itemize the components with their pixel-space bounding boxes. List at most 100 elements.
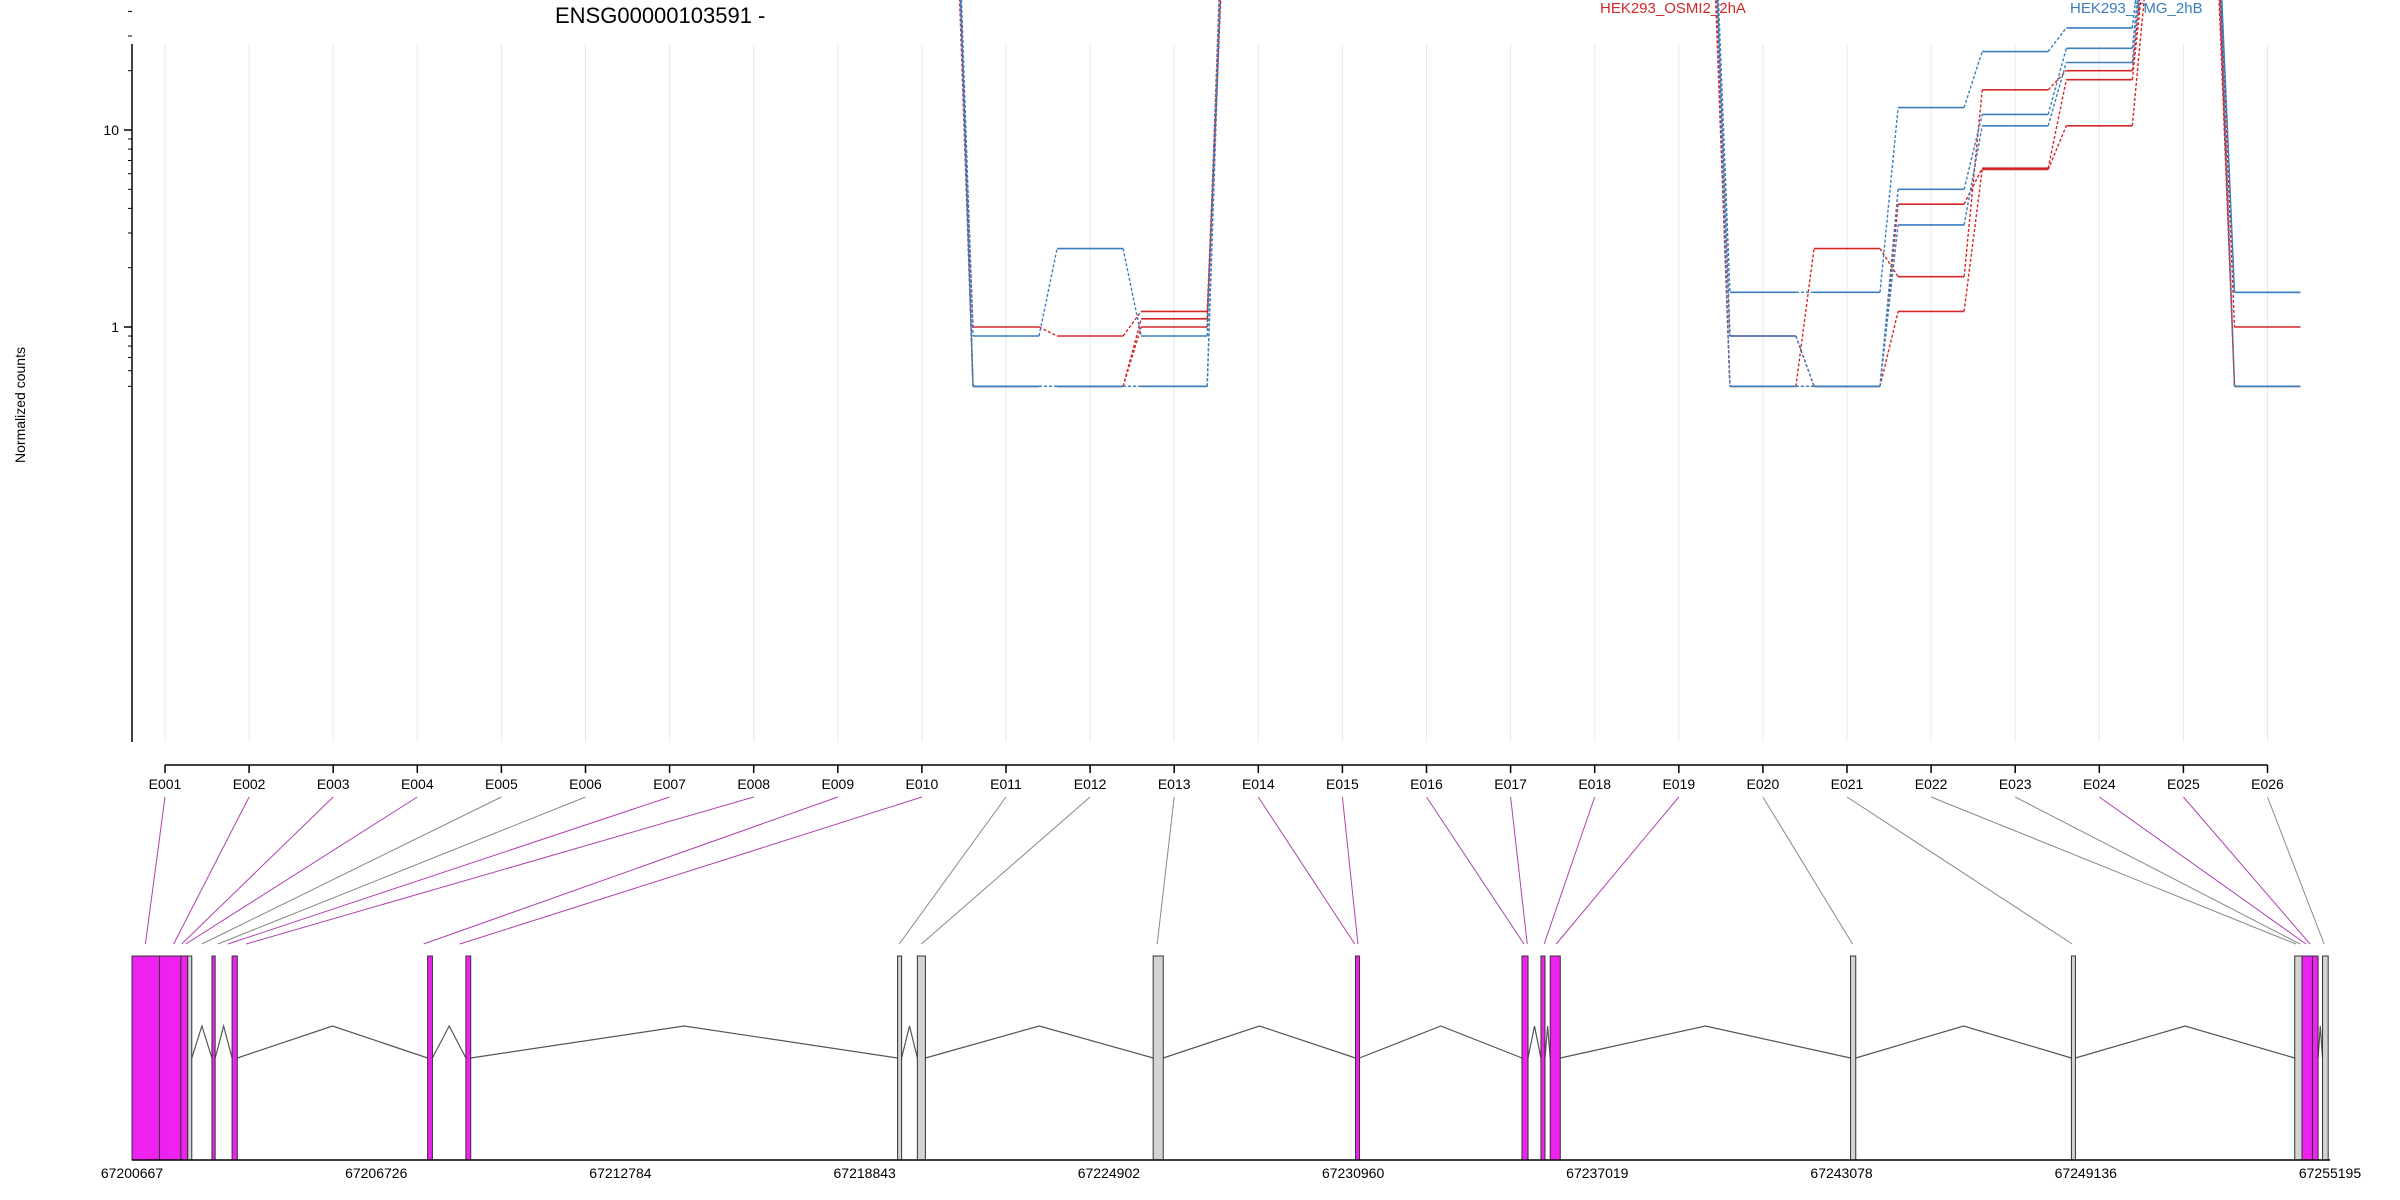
exon-16 — [1850, 955, 1857, 1161]
exon-17 — [2070, 955, 2076, 1161]
intron — [1163, 1025, 1356, 1059]
genomic-coordinate-label: 67224902 — [1078, 1165, 1141, 1181]
link-E002 — [173, 796, 250, 945]
legend-label-osmi: HEK293_OSMI2_2hA — [1600, 0, 1746, 17]
exon-6 — [231, 955, 238, 1161]
x-tick-label-E018: E018 — [1578, 776, 1611, 792]
genomic-coordinate-label: 67255195 — [2299, 1165, 2362, 1181]
gene-model: 67200667 67206726 67212784 67218843 67224902… — [101, 955, 2362, 1181]
exon-4 — [187, 955, 193, 1161]
exon-21 — [2322, 955, 2329, 1161]
link-E009 — [423, 796, 838, 945]
series-5-connectors — [959, 0, 2236, 387]
genomic-coordinate-label: 67249136 — [2055, 1165, 2118, 1181]
genomic-coordinate-label: 67206726 — [345, 1165, 408, 1181]
exon-18 — [2294, 955, 2303, 1161]
intron — [191, 1023, 213, 1059]
series-4-plateaus — [973, 27, 2301, 337]
x-tick-label-E007: E007 — [653, 776, 686, 792]
intron — [1544, 1025, 1551, 1059]
link-E004 — [185, 796, 418, 945]
intron — [1560, 1025, 1851, 1059]
x-tick-label-E012: E012 — [1074, 776, 1107, 792]
x-tick-label-E004: E004 — [401, 776, 434, 792]
link-E015 — [1341, 796, 1359, 945]
link-E025 — [2183, 796, 2311, 945]
genomic-coordinate-label: 67212784 — [589, 1165, 652, 1181]
genomic-coordinate-label: 67230960 — [1322, 1165, 1385, 1181]
exon-19 — [2301, 955, 2313, 1161]
x-tick-label-E022: E022 — [1915, 776, 1948, 792]
link-E003 — [181, 796, 334, 945]
x-tick-label-E017: E017 — [1494, 776, 1527, 792]
legend-label-tmg: HEK293_TMG_2hB — [2070, 0, 2203, 17]
bin-exon-links — [144, 796, 2325, 945]
genomic-coordinate-label: 67237019 — [1566, 1165, 1629, 1181]
exon-9 — [897, 955, 903, 1161]
link-E006 — [217, 796, 586, 945]
x-tick-label-E006: E006 — [569, 776, 602, 792]
intron — [214, 1023, 233, 1059]
x-tick-label-E025: E025 — [2167, 776, 2200, 792]
genomic-coordinate-label: 67218843 — [834, 1165, 897, 1181]
y-axis-label: Normalized counts — [12, 347, 28, 463]
x-tick-label-E002: E002 — [233, 776, 266, 792]
exon-11 — [1152, 955, 1164, 1161]
link-E023 — [2014, 796, 2301, 945]
x-tick-label-E019: E019 — [1662, 776, 1695, 792]
link-E018 — [1543, 796, 1596, 945]
link-E010 — [459, 796, 923, 945]
series-6-plateaus — [973, 47, 2301, 388]
y-tick-label-10: 10 — [103, 122, 119, 138]
exon-2 — [159, 955, 182, 1161]
exon-1 — [131, 955, 161, 1161]
intron — [925, 1025, 1154, 1059]
exon-5 — [211, 955, 216, 1161]
x-tick-label-E003: E003 — [317, 776, 350, 792]
link-E012 — [921, 796, 1091, 945]
x-tick-label-E021: E021 — [1831, 776, 1864, 792]
x-tick-label-E008: E008 — [737, 776, 770, 792]
y-tick-label-1: 1 — [111, 319, 119, 335]
x-tick-label-E020: E020 — [1747, 776, 1780, 792]
series-lines — [958, 0, 2301, 388]
exon-20 — [2311, 955, 2319, 1161]
link-E007 — [227, 796, 670, 945]
intron — [2317, 1025, 2324, 1059]
exon-7 — [427, 955, 433, 1161]
intron — [1527, 1025, 1542, 1059]
link-E017 — [1510, 796, 1528, 945]
series-1-connectors — [959, 0, 2236, 387]
genomic-coordinate-label: 67200667 — [101, 1165, 164, 1181]
link-E016 — [1426, 796, 1525, 945]
x-tick-label-E016: E016 — [1410, 776, 1443, 792]
intron — [237, 1025, 428, 1059]
intron — [470, 1025, 898, 1059]
exon-15 — [1549, 955, 1561, 1161]
intron — [2075, 1025, 2295, 1059]
intron — [1359, 1025, 1523, 1059]
exon-13 — [1521, 955, 1529, 1161]
vertical-gridlines — [164, 44, 2268, 742]
exon-3 — [180, 955, 189, 1161]
link-E026 — [2267, 796, 2325, 945]
link-E020 — [1762, 796, 1853, 945]
link-E001 — [144, 796, 166, 945]
link-E019 — [1555, 796, 1680, 945]
plot-axes: 1101001000E001E002E003E004E005E006E007E0… — [103, 10, 2284, 792]
x-tick-label-E026: E026 — [2251, 776, 2284, 792]
link-E014 — [1257, 796, 1356, 945]
exon-10 — [916, 955, 926, 1161]
intron — [431, 1024, 467, 1059]
link-E013 — [1156, 796, 1175, 945]
x-tick-label-E014: E014 — [1242, 776, 1275, 792]
intron — [901, 1025, 918, 1059]
x-tick-label-E013: E013 — [1158, 776, 1191, 792]
intron — [1855, 1025, 2072, 1059]
x-tick-label-E010: E010 — [906, 776, 939, 792]
x-tick-label-E024: E024 — [2083, 776, 2116, 792]
link-E022 — [1930, 796, 2297, 945]
genomic-coordinate-label: 67243078 — [1810, 1165, 1873, 1181]
